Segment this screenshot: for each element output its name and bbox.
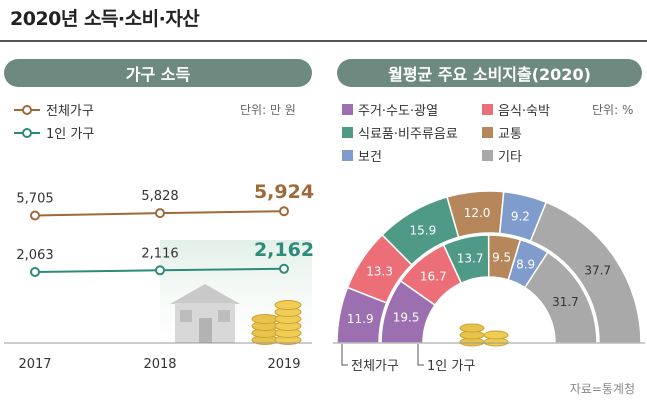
legend-transport-swatch <box>482 127 493 138</box>
data-point <box>155 208 165 219</box>
donut-value-label: 9.2 <box>511 209 530 223</box>
donut-value-label: 19.5 <box>393 310 420 324</box>
donut-value-label: 37.7 <box>584 263 611 277</box>
legend-food-swatch <box>482 104 493 115</box>
source-note: 자료=통계청 <box>569 382 635 396</box>
income-line-chart: 5,705 5,828 5,924 2,063 2,116 2,162 2017 2018 20… <box>4 181 314 372</box>
legend-housing-swatch <box>342 104 353 115</box>
legend-food: 음식·숙박 <box>482 100 550 119</box>
legend-groceries-label: 식료품·비주류음료 <box>358 127 458 142</box>
legend-housing-label: 주거·수도·광열 <box>358 104 439 119</box>
donut-value-label: 13.3 <box>366 264 393 278</box>
coin <box>483 330 509 340</box>
legend-other-swatch <box>482 150 493 161</box>
data-point <box>155 265 165 276</box>
house-icon <box>170 284 240 343</box>
coin <box>459 323 485 333</box>
spending-panel-header: 월평균 주요 소비지출(2020) <box>337 59 642 87</box>
house-roof <box>170 284 240 304</box>
coins-icon <box>251 300 302 345</box>
spending-donut-chart: 11.9 13.3 15.9 12.0 9.2 37.7 19.5 16.7 13.7 9.5 8.… <box>333 190 645 374</box>
donut-value-label: 15.9 <box>409 223 436 237</box>
legend-total-marker-icon <box>14 104 40 115</box>
data-point <box>30 210 40 221</box>
legend-single-label: 1인 가구 <box>46 127 95 142</box>
legend-housing: 주거·수도·광열 <box>342 100 438 119</box>
spending-panel-header-label: 월평균 주요 소비지출(2020) <box>388 65 591 84</box>
donut-value-label: 13.7 <box>457 252 484 266</box>
x-tick-label: 2017 <box>18 357 51 372</box>
income-panel-header-label: 가구 소득 <box>125 65 191 84</box>
inner-ring-label-leader <box>417 344 424 366</box>
legend-total-label: 전체가구 <box>46 104 94 119</box>
legend-transport-label: 교통 <box>498 127 522 142</box>
data-point <box>279 263 289 274</box>
income-panel-header: 가구 소득 <box>4 59 312 87</box>
donut-value-label: 9.5 <box>492 250 511 264</box>
legend-food-label: 음식·숙박 <box>498 104 550 119</box>
data-label: 2,116 <box>141 246 178 261</box>
legend-health-swatch <box>342 150 353 161</box>
legend-total-households: 전체가구 <box>14 100 94 119</box>
legend-groceries-swatch <box>342 127 353 138</box>
legend-other: 기타 <box>482 146 522 165</box>
center-coins-icon <box>459 323 509 347</box>
donut-value-label: 16.7 <box>420 270 447 284</box>
legend-groceries: 식료품·비주류음료 <box>342 123 458 142</box>
house-window-right <box>218 310 230 322</box>
x-tick-label: 2018 <box>143 357 176 372</box>
donut-value-label: 8.9 <box>516 258 535 272</box>
outer-ring-label: 전체가구 <box>351 359 399 374</box>
data-label: 2,162 <box>254 239 314 261</box>
outer-ring-label-leader <box>341 344 348 366</box>
data-label: 2,063 <box>16 248 53 263</box>
spending-unit: 단위: % <box>592 103 634 117</box>
data-point <box>279 206 289 217</box>
legend-other-label: 기타 <box>498 150 522 165</box>
donut-value-label: 31.7 <box>552 295 579 309</box>
data-label: 5,924 <box>254 181 314 203</box>
legend-single-households: 1인 가구 <box>14 123 94 142</box>
income-unit: 단위: 만 원 <box>240 103 296 117</box>
house-door <box>199 318 212 343</box>
data-label: 5,705 <box>16 192 53 207</box>
legend-single-marker-icon <box>14 127 40 138</box>
data-label: 5,828 <box>141 189 178 204</box>
legend-health: 보건 <box>342 146 382 165</box>
data-point <box>30 267 40 277</box>
inner-ring-label: 1인 가구 <box>427 359 475 374</box>
legend-transport: 교통 <box>482 123 522 142</box>
x-tick-label: 2019 <box>267 357 300 372</box>
house-window-left <box>180 310 192 322</box>
coin <box>274 300 302 310</box>
legend-health-label: 보건 <box>358 150 382 165</box>
page-title: 2020년 소득·소비·자산 <box>10 8 200 30</box>
donut-value-label: 11.9 <box>347 312 374 326</box>
donut-value-label: 12.0 <box>464 206 491 220</box>
title-rule <box>0 40 647 42</box>
coin <box>251 314 279 324</box>
